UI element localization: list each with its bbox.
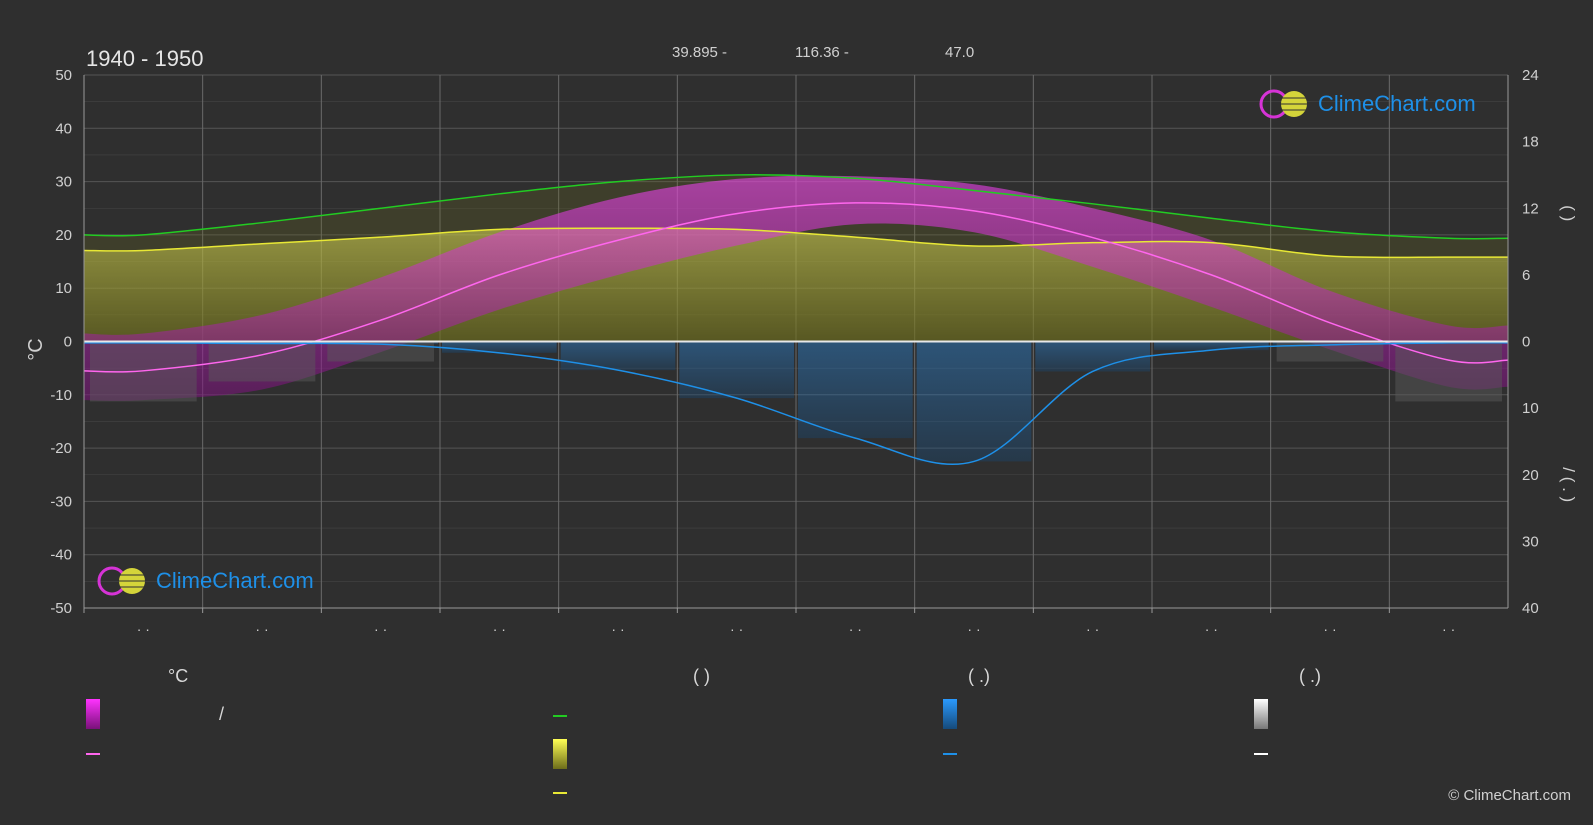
snow-bar [327,341,434,362]
precipitation-bar [1035,341,1150,372]
legend-daylight-swatch [553,715,567,717]
latitude-label: 39.895 - [672,44,728,61]
precipitation-bar [916,341,1032,462]
legend-sunshine-mean-swatch [553,792,567,794]
logo-text: ClimeChart.com [1318,91,1476,116]
precipitation-bar [798,341,913,439]
right-axis-top-label: ( ) [1559,205,1578,221]
chart-lines [83,174,1509,466]
legend-snow-mean-swatch [1254,753,1268,755]
axes: 50 40 30 20 10 0 -10 -20 -30 -40 -50 °C 24 18 12 6 0 10 20… [25,67,1578,637]
legend-snow-swatch [1254,699,1268,729]
right-axis-bottom-tick-label: 10 [1522,400,1539,417]
left-axis-tick-label: 50 [55,67,72,84]
right-axis-top-tick-label: 12 [1522,200,1539,217]
right-axis-top-tick-label: 0 [1522,334,1530,351]
precipitation-bar [442,341,557,353]
left-axis-tick-label: 10 [55,280,72,297]
x-tick-label: · · [730,621,743,637]
legend-snow-header: ( .) [1299,666,1321,686]
temperature-range-area [84,175,1508,401]
x-tick-label: · · [967,621,980,637]
right-axis-top-tick-label: 18 [1522,134,1539,151]
right-axis-top-tick-label: 24 [1522,67,1539,84]
left-axis-tick-label: -50 [50,600,72,617]
legend-sunshine-range-swatch [553,739,567,769]
legend-sun-header: ( ) [693,666,710,686]
precipitation-line [83,341,1509,466]
right-axis-bottom-tick-label: 40 [1522,600,1539,617]
right-axis-bottom-tick-label: 30 [1522,533,1539,550]
legend-slash: / [219,704,225,724]
elevation-label: 47.0 [945,44,975,61]
period-label: 1940 - 1950 [86,46,204,71]
x-tick-label: · · [1086,621,1099,637]
x-tick-label: · · [374,621,387,637]
left-axis-tick-label: 0 [64,334,72,351]
logo-icon [97,566,145,596]
snow-bar [1276,341,1384,362]
x-tick-label: · · [1205,621,1218,637]
x-tick-label: · · [611,621,624,637]
x-tick-label: · · [493,621,506,637]
left-axis-tick-label: -10 [50,387,72,404]
legend-rain-swatch [943,699,957,729]
legend-rain-mean-swatch [943,753,957,755]
chart-areas [84,174,1508,462]
left-axis-tick-label: -40 [50,547,72,564]
longitude-label: 116.36 - [795,44,849,61]
legend-temp-header: °C [168,666,189,686]
left-axis-tick-label: 30 [55,174,72,191]
sunshine-line [83,227,1509,259]
logo-bottom: ClimeChart.com [96,565,314,597]
precipitation-bar [560,341,676,371]
daylight-line [83,174,1509,240]
right-axis-bottom-tick-label: 20 [1522,467,1539,484]
left-axis-tick-label: -30 [50,493,72,510]
x-tick-label: · · [1442,621,1455,637]
x-tick-label: · · [1323,621,1336,637]
right-axis-bottom-label: / ( . ) [1559,467,1578,502]
legend-temp-range-swatch [86,699,100,729]
precipitation-bar [1154,341,1269,351]
x-tick-label: · · [849,621,862,637]
right-axis-top-tick-label: 6 [1522,267,1530,284]
logo-icon [1259,89,1307,119]
precipitation-bar [679,341,794,399]
copyright: © ClimeChart.com [1448,787,1571,804]
legend-temp-mean-swatch [86,753,100,755]
left-axis-tick-label: 20 [55,227,72,244]
x-tick-label: · · [137,621,150,637]
logo-text: ClimeChart.com [156,568,314,593]
x-tick-label: · · [255,621,268,637]
legend-rain-header: ( .) [968,666,990,686]
left-axis-tick-label: -20 [50,440,72,457]
left-axis-label: °C [25,338,47,360]
left-axis-tick-label: 40 [55,120,72,137]
logo-top: ClimeChart.com [1258,88,1476,120]
